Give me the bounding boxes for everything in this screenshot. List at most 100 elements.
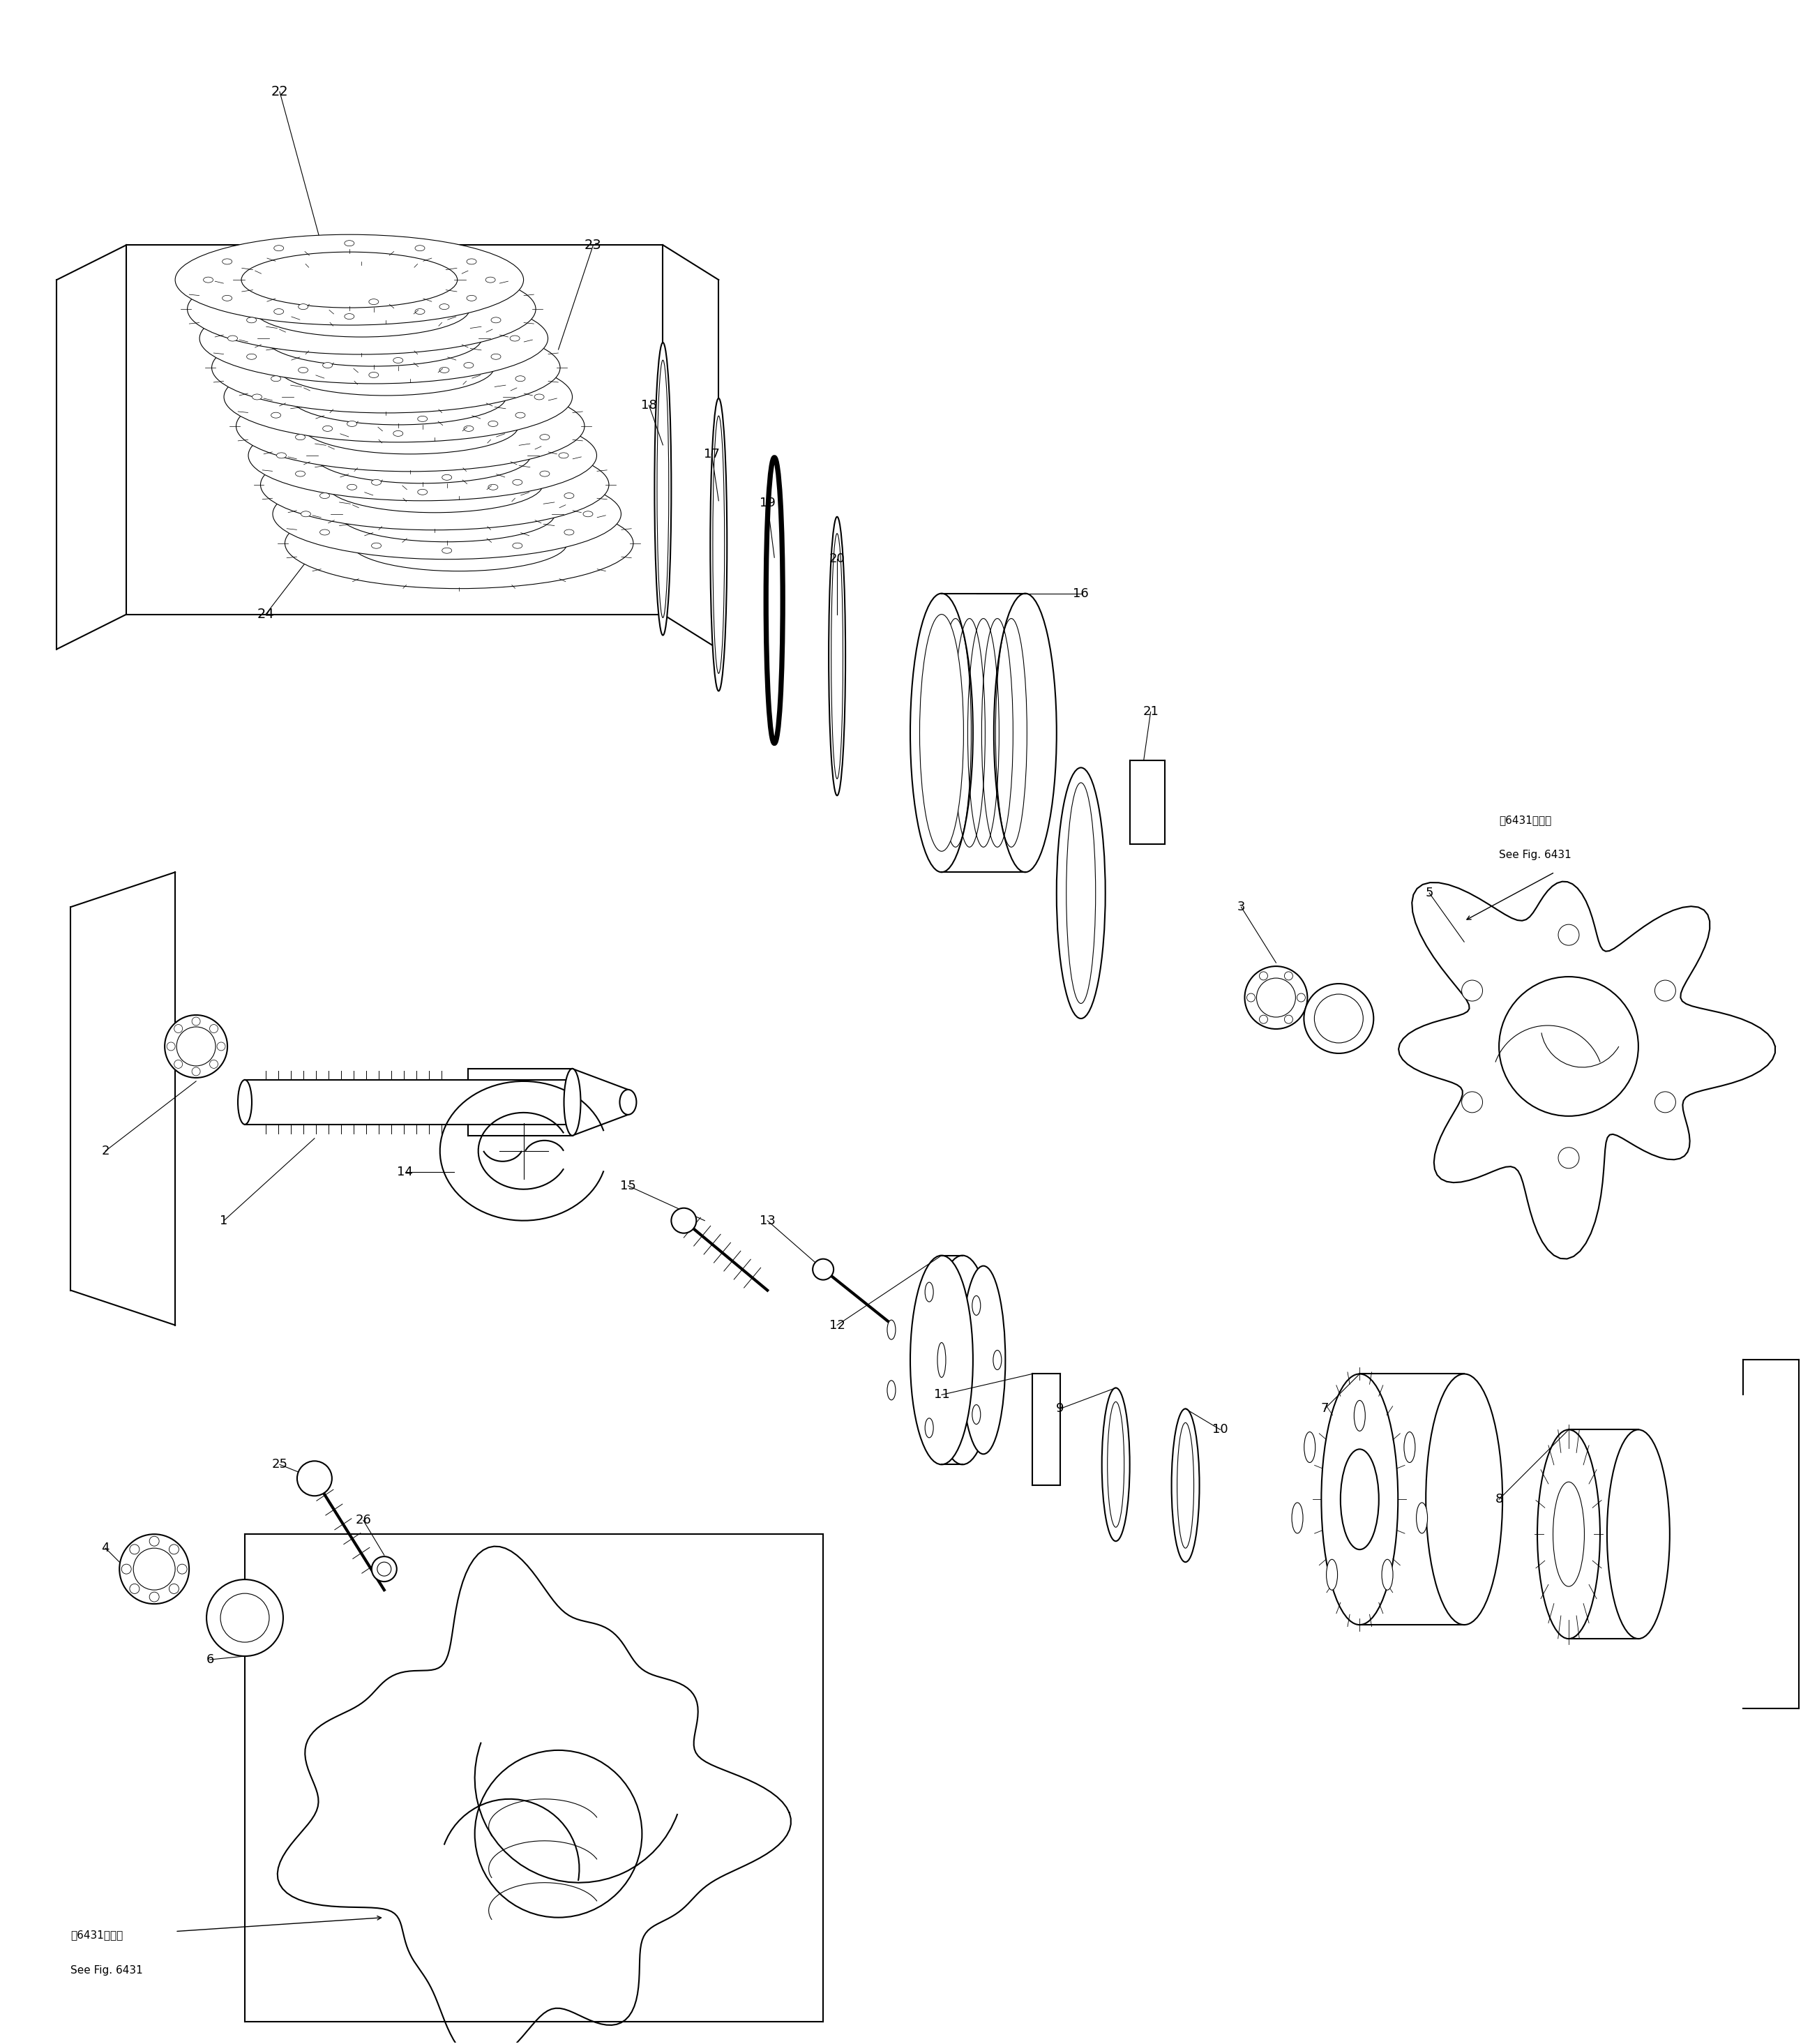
Ellipse shape	[372, 1555, 396, 1582]
Ellipse shape	[274, 245, 283, 251]
Ellipse shape	[345, 241, 354, 245]
Ellipse shape	[222, 294, 233, 300]
Ellipse shape	[1246, 993, 1256, 1002]
Ellipse shape	[122, 1564, 131, 1574]
Ellipse shape	[271, 376, 282, 382]
Ellipse shape	[1292, 1502, 1303, 1533]
Ellipse shape	[1314, 993, 1363, 1042]
Ellipse shape	[223, 352, 572, 442]
Ellipse shape	[207, 1580, 283, 1656]
Text: 22: 22	[271, 86, 289, 98]
Ellipse shape	[829, 517, 845, 795]
Ellipse shape	[830, 533, 843, 779]
Text: 10: 10	[1212, 1423, 1228, 1437]
Ellipse shape	[972, 1296, 981, 1314]
Ellipse shape	[167, 1042, 174, 1051]
Ellipse shape	[285, 499, 634, 589]
Ellipse shape	[149, 1592, 160, 1602]
Ellipse shape	[994, 593, 1056, 873]
Ellipse shape	[247, 317, 256, 323]
Ellipse shape	[1305, 1433, 1316, 1464]
Ellipse shape	[238, 1079, 253, 1124]
Ellipse shape	[887, 1320, 896, 1339]
Text: 23: 23	[585, 239, 601, 251]
Ellipse shape	[371, 544, 382, 548]
Ellipse shape	[1405, 1433, 1415, 1464]
Text: 11: 11	[934, 1388, 950, 1400]
Ellipse shape	[291, 370, 507, 425]
Ellipse shape	[440, 368, 449, 372]
Ellipse shape	[474, 1750, 641, 1917]
Ellipse shape	[314, 427, 531, 482]
Ellipse shape	[347, 421, 356, 427]
Ellipse shape	[296, 435, 305, 439]
Ellipse shape	[1426, 1374, 1503, 1625]
Ellipse shape	[327, 458, 543, 513]
Ellipse shape	[296, 470, 305, 476]
Ellipse shape	[1354, 1400, 1365, 1431]
Ellipse shape	[1172, 1408, 1199, 1562]
Ellipse shape	[712, 415, 725, 672]
Ellipse shape	[910, 1255, 972, 1464]
Ellipse shape	[1259, 971, 1268, 979]
Ellipse shape	[516, 376, 525, 382]
Ellipse shape	[658, 360, 669, 617]
Text: 12: 12	[829, 1318, 845, 1331]
Ellipse shape	[1461, 1091, 1483, 1112]
Text: 第6431図参照: 第6431図参照	[71, 1930, 124, 1940]
Ellipse shape	[620, 1089, 636, 1114]
Ellipse shape	[1285, 1016, 1292, 1024]
Ellipse shape	[345, 313, 354, 319]
Ellipse shape	[925, 1419, 934, 1437]
Ellipse shape	[253, 394, 262, 401]
Ellipse shape	[1606, 1429, 1670, 1639]
Text: See Fig. 6431: See Fig. 6431	[71, 1964, 144, 1975]
Ellipse shape	[320, 529, 329, 536]
Ellipse shape	[1655, 981, 1675, 1002]
Ellipse shape	[516, 413, 525, 417]
Ellipse shape	[812, 1259, 834, 1280]
Ellipse shape	[1321, 1374, 1397, 1625]
Ellipse shape	[227, 335, 238, 341]
Ellipse shape	[489, 421, 498, 427]
Text: 8: 8	[1495, 1492, 1503, 1506]
Ellipse shape	[298, 1461, 333, 1496]
Ellipse shape	[442, 548, 452, 554]
Ellipse shape	[369, 372, 378, 378]
Text: 19: 19	[760, 497, 776, 509]
Ellipse shape	[1499, 977, 1639, 1116]
Ellipse shape	[919, 615, 963, 850]
Ellipse shape	[414, 309, 425, 315]
Ellipse shape	[1101, 1388, 1130, 1541]
Ellipse shape	[710, 399, 727, 691]
Ellipse shape	[512, 480, 521, 484]
Ellipse shape	[1537, 1429, 1601, 1639]
Ellipse shape	[414, 245, 425, 251]
Ellipse shape	[174, 1061, 182, 1069]
Ellipse shape	[249, 411, 596, 501]
Ellipse shape	[216, 1042, 225, 1051]
Ellipse shape	[174, 1024, 182, 1032]
Ellipse shape	[1461, 981, 1483, 1002]
Ellipse shape	[654, 343, 670, 636]
Ellipse shape	[193, 1018, 200, 1026]
Ellipse shape	[276, 452, 287, 458]
Ellipse shape	[1177, 1423, 1194, 1547]
Ellipse shape	[442, 474, 452, 480]
Ellipse shape	[972, 1404, 981, 1425]
Ellipse shape	[540, 435, 549, 439]
Text: 14: 14	[398, 1165, 412, 1177]
Text: See Fig. 6431: See Fig. 6431	[1499, 850, 1572, 861]
Ellipse shape	[200, 292, 549, 384]
Ellipse shape	[938, 1343, 947, 1378]
Ellipse shape	[169, 1584, 178, 1594]
Ellipse shape	[670, 1208, 696, 1233]
Ellipse shape	[491, 354, 501, 360]
Text: 17: 17	[703, 448, 720, 460]
Ellipse shape	[930, 1255, 994, 1464]
Text: 1: 1	[220, 1214, 227, 1226]
Ellipse shape	[440, 305, 449, 309]
Ellipse shape	[1245, 967, 1308, 1028]
Ellipse shape	[209, 1061, 218, 1069]
Ellipse shape	[418, 417, 427, 421]
